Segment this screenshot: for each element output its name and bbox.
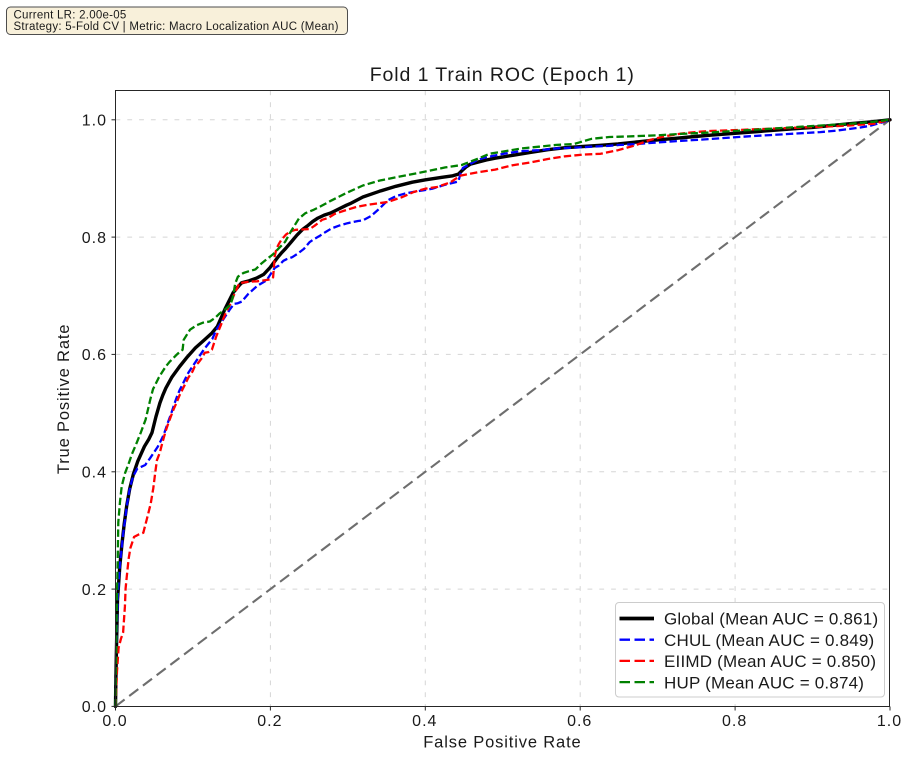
svg-text:0.8: 0.8 bbox=[722, 713, 747, 730]
svg-text:Strategy: 5-Fold CV | Metric:: Strategy: 5-Fold CV | Metric: Macro Loca… bbox=[14, 21, 339, 33]
svg-text:0.6: 0.6 bbox=[567, 713, 592, 730]
svg-text:CHUL (Mean AUC = 0.849): CHUL (Mean AUC = 0.849) bbox=[664, 631, 874, 650]
svg-text:True Positive Rate: True Positive Rate bbox=[55, 324, 73, 474]
svg-text:0.4: 0.4 bbox=[412, 713, 437, 730]
svg-text:0.0: 0.0 bbox=[102, 713, 127, 730]
svg-text:0.2: 0.2 bbox=[257, 713, 282, 730]
svg-text:EIIMD (Mean AUC = 0.850): EIIMD (Mean AUC = 0.850) bbox=[664, 652, 876, 671]
svg-text:0.4: 0.4 bbox=[82, 465, 107, 482]
svg-text:1.0: 1.0 bbox=[82, 113, 107, 130]
svg-text:0.0: 0.0 bbox=[82, 699, 107, 716]
svg-text:0.8: 0.8 bbox=[82, 230, 107, 247]
svg-text:Global (Mean AUC = 0.861): Global (Mean AUC = 0.861) bbox=[664, 610, 878, 629]
svg-text:0.2: 0.2 bbox=[82, 582, 107, 599]
svg-text:HUP (Mean AUC = 0.874): HUP (Mean AUC = 0.874) bbox=[664, 673, 864, 692]
svg-text:0.6: 0.6 bbox=[82, 347, 107, 364]
svg-text:Current LR: 2.00e-05: Current LR: 2.00e-05 bbox=[14, 10, 127, 22]
svg-text:False Positive Rate: False Positive Rate bbox=[423, 734, 581, 752]
svg-text:1.0: 1.0 bbox=[877, 713, 902, 730]
svg-text:Fold 1 Train ROC (Epoch 1): Fold 1 Train ROC (Epoch 1) bbox=[370, 64, 635, 86]
